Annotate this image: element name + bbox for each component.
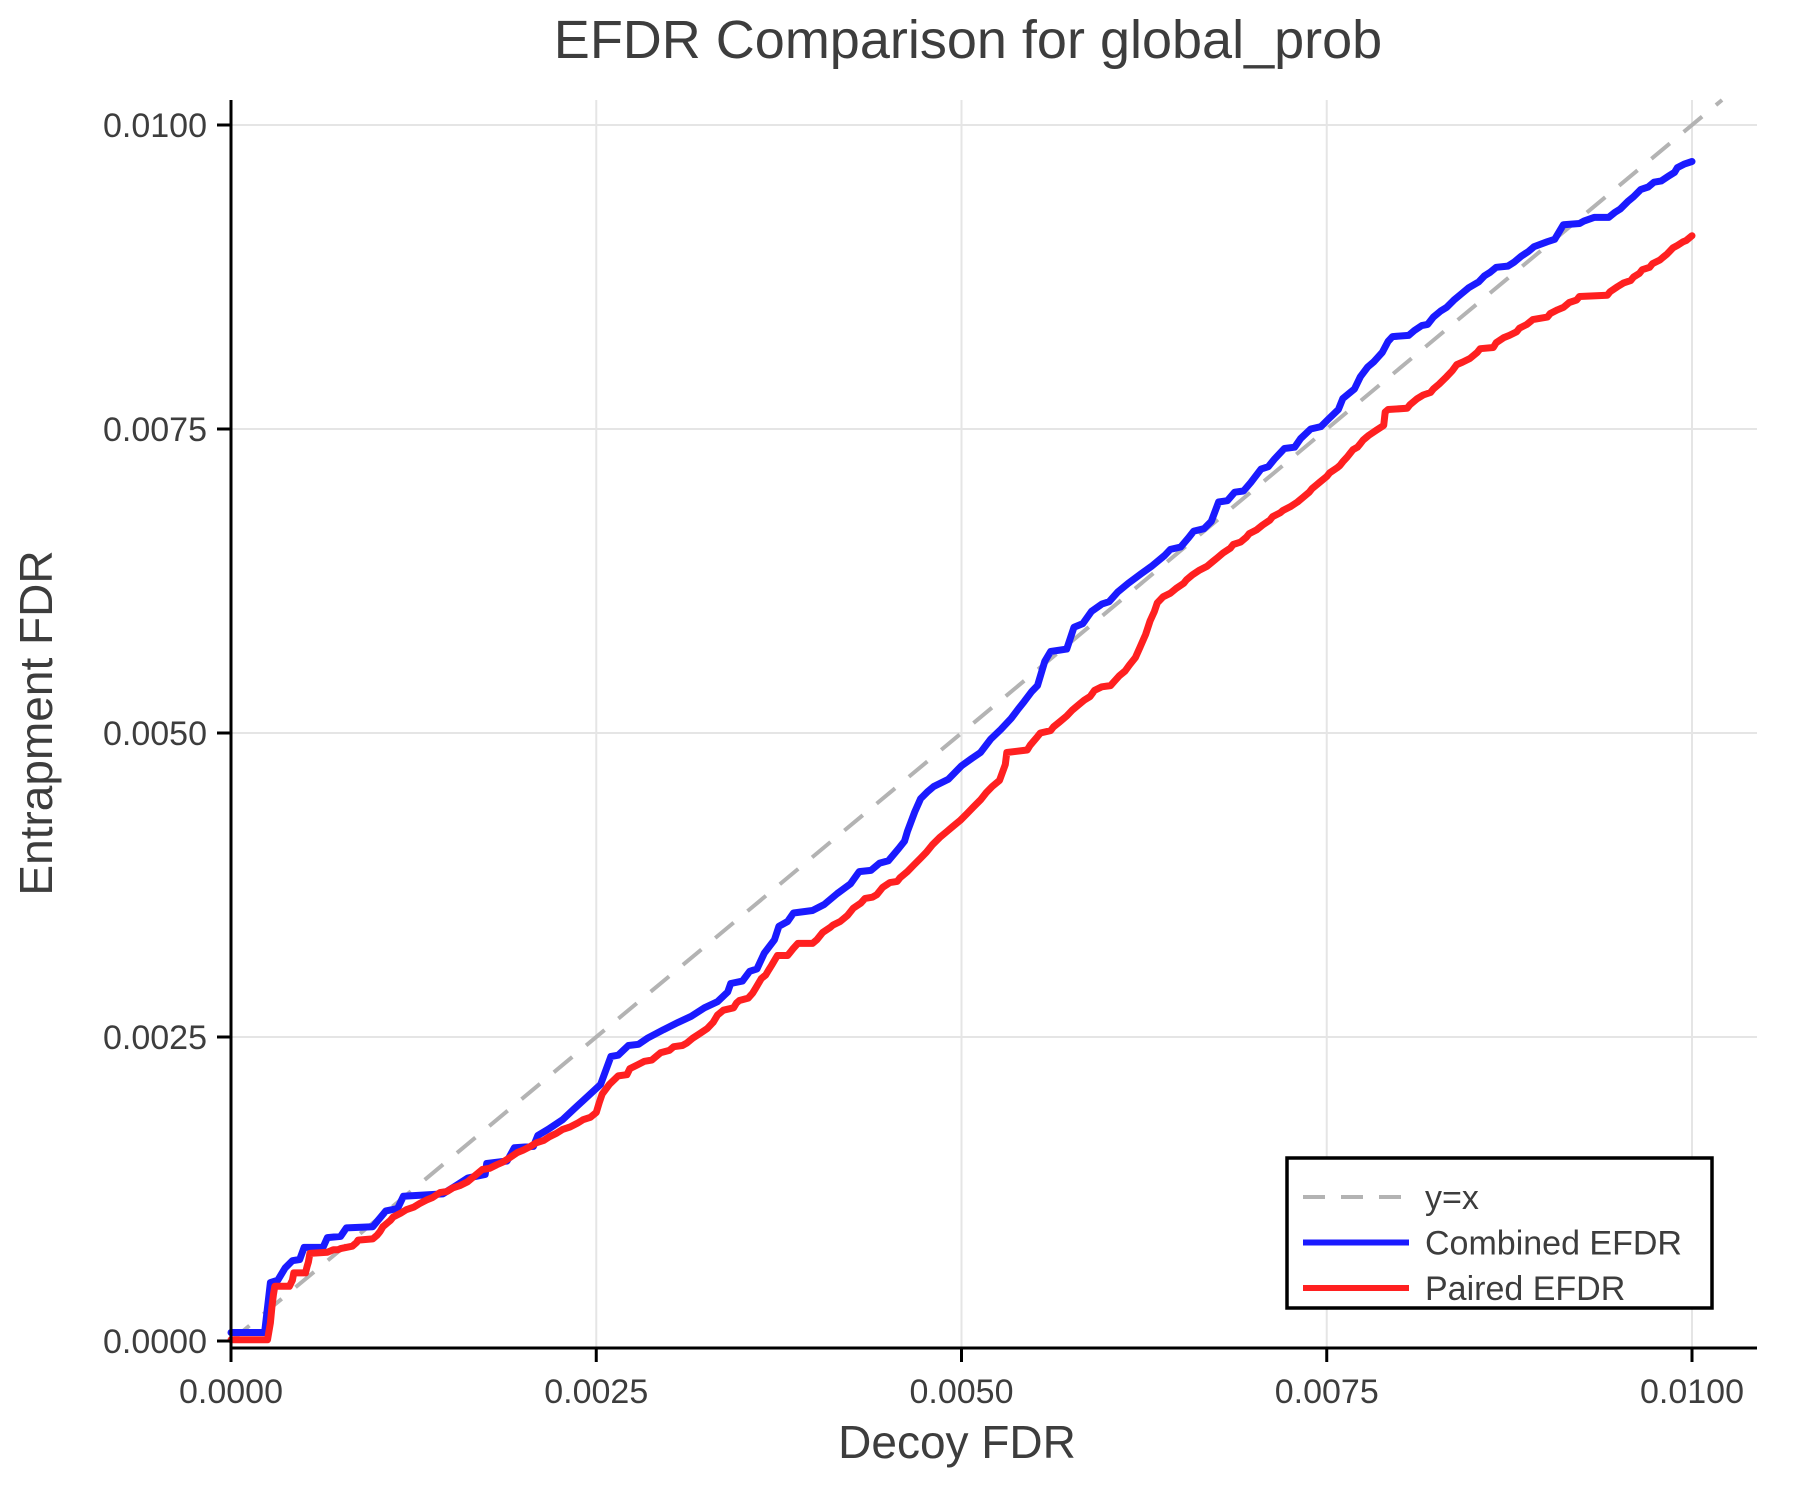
legend-entry-label: y=x: [1425, 1179, 1479, 1217]
series-lines: [227, 158, 1696, 1344]
y-axis-ticks: 0.0000 0.0025 0.0050 0.0075 0.0100: [103, 107, 231, 1361]
y-axis-label: Entrapment FDR: [10, 550, 62, 895]
legend: y=x Combined EFDR Paired EFDR: [1285, 1156, 1714, 1310]
y-tick-label: 0.0050: [103, 715, 207, 753]
legend-entry-label: Combined EFDR: [1425, 1225, 1682, 1263]
y-tick-label: 0.0075: [103, 411, 207, 449]
legend-entry-label: Paired EFDR: [1425, 1270, 1625, 1308]
x-tick-label: 0.0025: [544, 1373, 648, 1411]
x-axis-label: Decoy FDR: [838, 1416, 1076, 1468]
y-equals-x-line: [229, 98, 1724, 1343]
legend-box: [1285, 1156, 1714, 1310]
series-line-combined-efdr: [227, 158, 1696, 1336]
y-tick-label: 0.0025: [103, 1019, 207, 1057]
reference-line-y-equals-x: [229, 98, 1724, 1343]
x-tick-label: 0.0000: [179, 1373, 283, 1411]
series-line-paired-efdr: [227, 232, 1696, 1344]
x-axis-ticks: 0.0000 0.0025 0.0050 0.0075 0.0100: [179, 1348, 1744, 1411]
axes: [229, 100, 1757, 1350]
y-tick-label: 0.0100: [103, 107, 207, 145]
chart-title: EFDR Comparison for global_prob: [554, 10, 1382, 70]
y-tick-label: 0.0000: [103, 1323, 207, 1361]
x-tick-label: 0.0100: [1640, 1373, 1744, 1411]
x-tick-label: 0.0050: [910, 1373, 1014, 1411]
x-tick-label: 0.0075: [1275, 1373, 1379, 1411]
